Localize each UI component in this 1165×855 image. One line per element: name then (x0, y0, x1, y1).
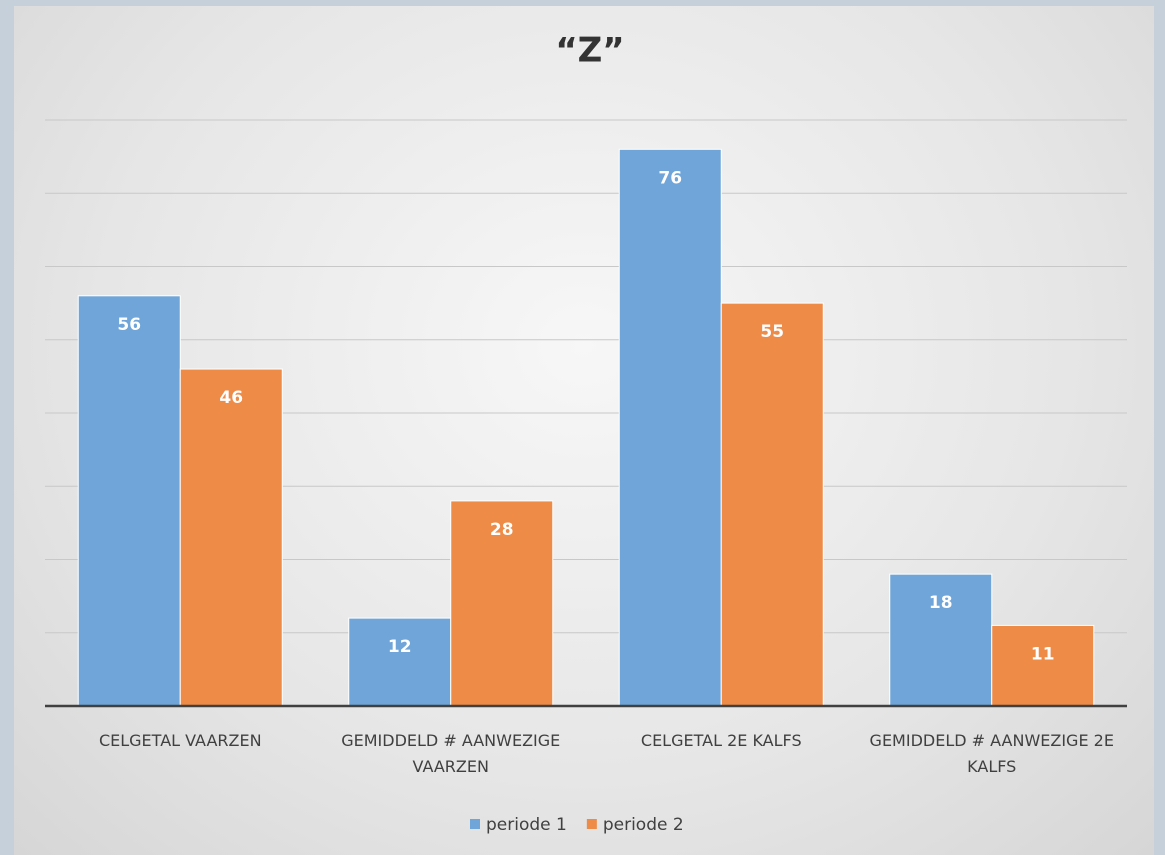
legend-label: periode 2 (603, 815, 684, 835)
chart-title: “Z” (555, 31, 624, 71)
x-tick-label: CELGETAL 2E KALFS (640, 731, 802, 750)
x-tick-label: GEMIDDELD # AANWEZIGE 2E KALFS (869, 731, 1114, 776)
data-label: 28 (490, 520, 514, 540)
bar (179, 368, 283, 707)
bar (450, 500, 554, 707)
legend-label: periode 1 (486, 815, 567, 835)
data-label: 46 (219, 388, 243, 408)
bar (720, 302, 824, 707)
data-label: 56 (117, 315, 141, 335)
bar (348, 617, 452, 707)
data-label: 11 (1031, 644, 1055, 664)
legend-swatch (586, 819, 597, 829)
x-tick-label: CELGETAL VAARZEN (98, 731, 262, 750)
data-label: 18 (929, 593, 953, 613)
bar (889, 573, 993, 707)
bar (618, 148, 722, 707)
data-label: 76 (658, 168, 682, 188)
data-label: 12 (388, 637, 412, 657)
x-tick-label: GEMIDDELD # AANWEZIGE VAARZEN (341, 731, 561, 776)
bar (77, 295, 181, 707)
data-label: 55 (760, 322, 784, 342)
legend-swatch (470, 819, 480, 829)
bar (991, 624, 1095, 707)
